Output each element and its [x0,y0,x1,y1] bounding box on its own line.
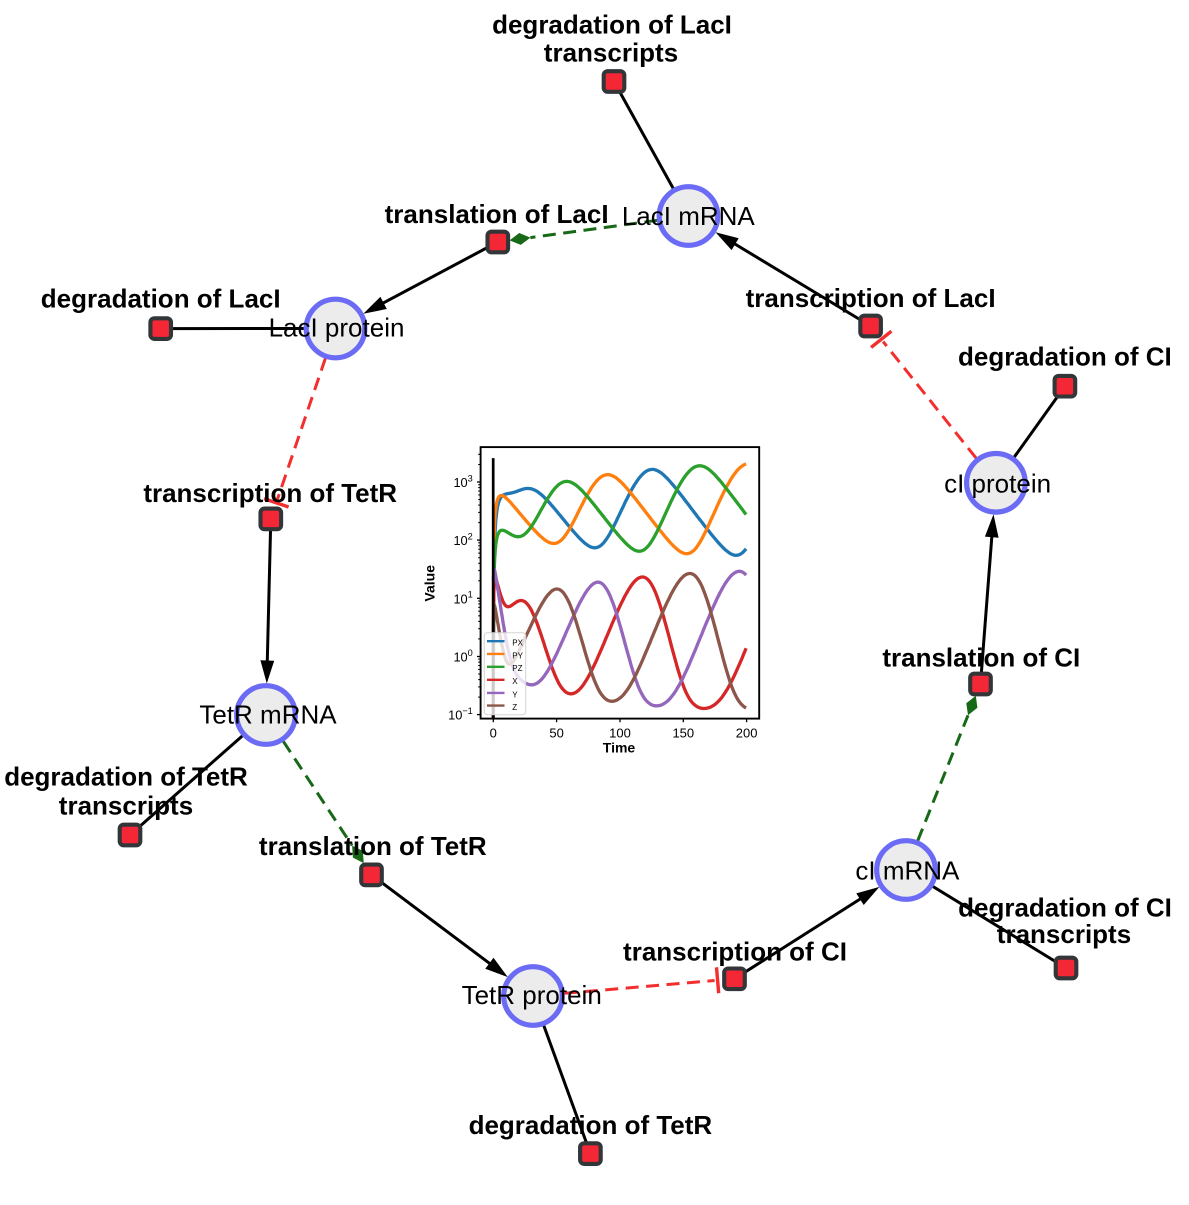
svg-text:50: 50 [549,725,563,740]
svg-text:Value: Value [422,565,438,602]
svg-text:Y: Y [512,690,518,699]
svg-text:translation of LacI: translation of LacI [385,199,609,229]
svg-text:LacI mRNA: LacI mRNA [622,201,756,231]
svg-text:degradation of TetR: degradation of TetR [4,762,248,792]
svg-text:Z: Z [512,703,517,712]
svg-text:degradation of LacI: degradation of LacI [492,10,732,40]
svg-text:transcription of TetR: transcription of TetR [143,478,397,508]
svg-text:200: 200 [736,725,758,740]
svg-text:TetR protein: TetR protein [462,980,602,1010]
svg-text:translation of CI: translation of CI [882,643,1080,673]
svg-text:transcripts: transcripts [544,37,678,67]
svg-text:LacI protein: LacI protein [269,313,405,343]
svg-text:degradation of LacI: degradation of LacI [41,284,281,314]
svg-text:Time: Time [603,740,636,756]
svg-text:translation of TetR: translation of TetR [259,831,487,861]
svg-text:TetR mRNA: TetR mRNA [199,700,337,730]
svg-text:transcripts: transcripts [997,919,1131,949]
svg-text:transcripts: transcripts [59,790,193,820]
svg-text:100: 100 [609,725,631,740]
svg-text:cI protein: cI protein [944,468,1051,498]
svg-text:transcription of CI: transcription of CI [623,936,847,966]
svg-text:PZ: PZ [512,664,522,673]
svg-text:0: 0 [490,725,497,740]
svg-text:PY: PY [512,651,523,660]
svg-text:degradation of CI: degradation of CI [958,341,1172,371]
svg-text:150: 150 [672,725,694,740]
svg-text:cI mRNA: cI mRNA [855,855,960,885]
svg-text:PX: PX [512,639,523,648]
svg-text:degradation of TetR: degradation of TetR [469,1110,713,1140]
svg-text:transcription of LacI: transcription of LacI [746,283,996,313]
svg-text:X: X [512,677,518,686]
